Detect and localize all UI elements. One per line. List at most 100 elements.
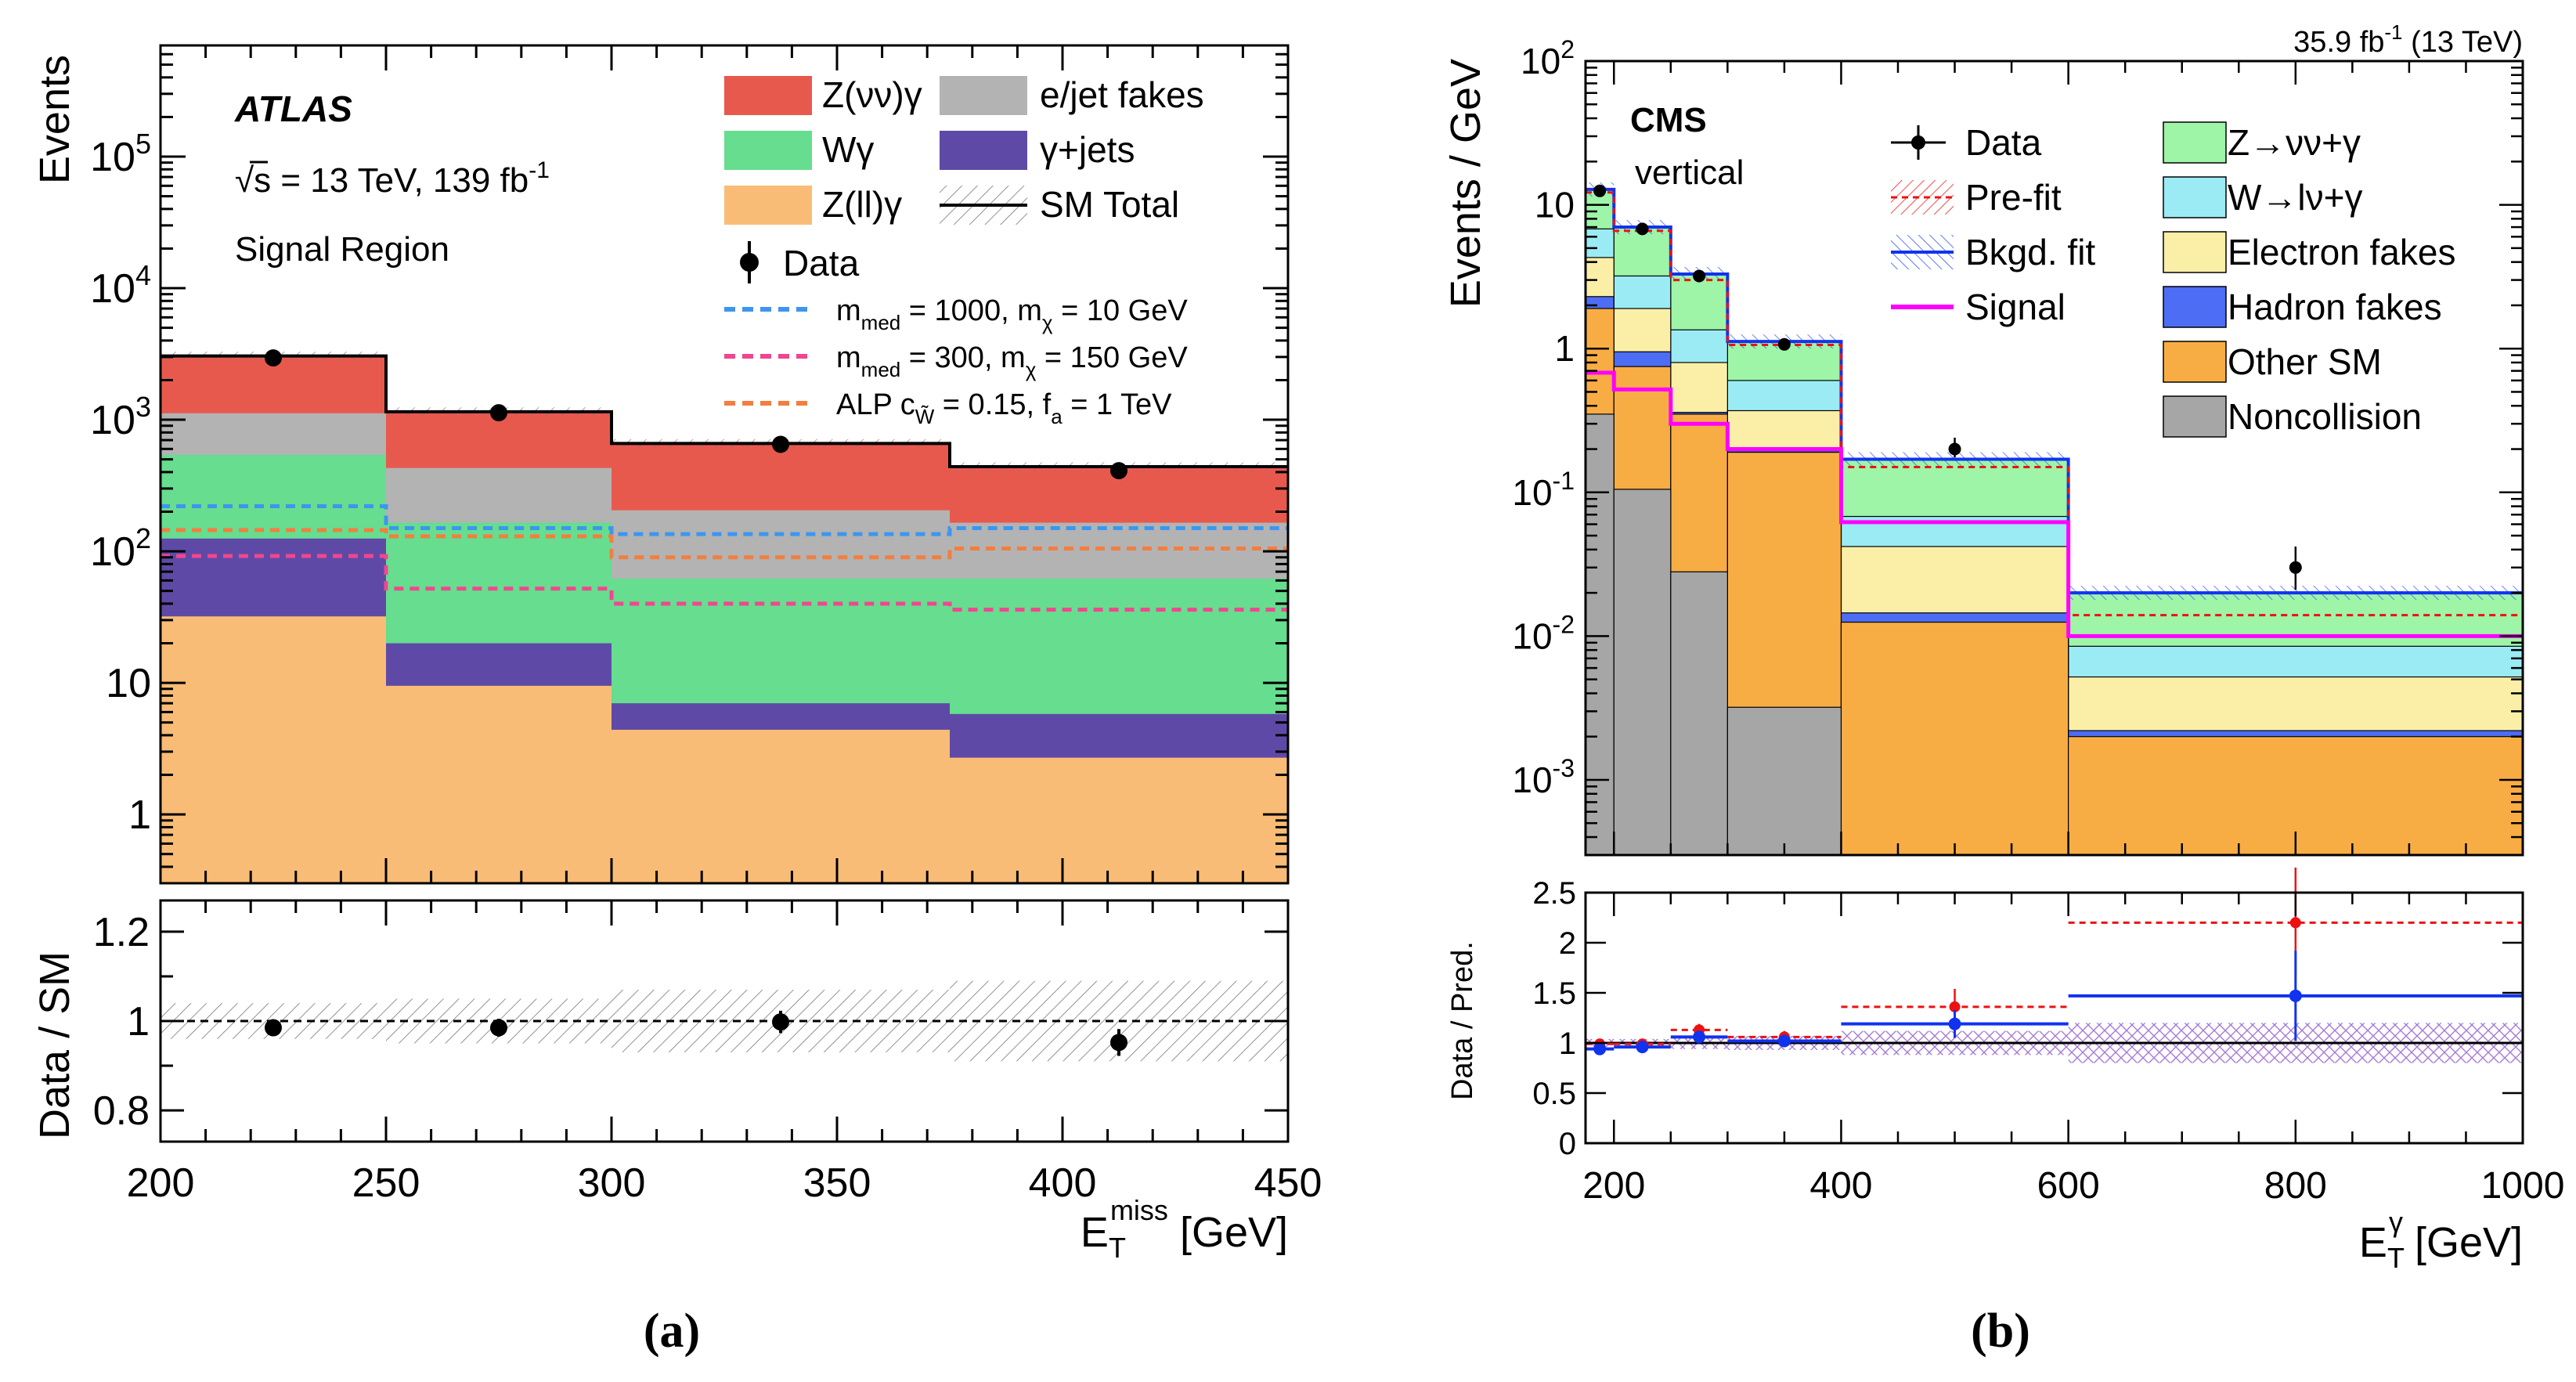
cms-data-point-0 — [1593, 184, 1607, 197]
atlas-legend-sig-label-0: mmed = 1000, mχ = 10 GeV — [836, 294, 1188, 334]
cms-bar-0-1 — [1613, 489, 1672, 856]
cms-ratio-ytick-label-4: 2 — [1559, 926, 1576, 961]
cms-ytick-label-2: 10-1 — [1512, 467, 1575, 513]
cms-xtick-label-2: 600 — [2037, 1165, 2100, 1207]
cms-main-plot — [1585, 182, 2524, 856]
atlas-ytick-label-0: 1 — [128, 792, 151, 838]
cms-legend-label-b0: Z→νν+γ — [2228, 122, 2361, 163]
atlas-xtick-label-5: 450 — [1254, 1160, 1322, 1206]
cms-lumi-text: 35.9 fb — [2293, 26, 2384, 59]
atlas-region-label: Signal Region — [235, 230, 449, 269]
cms-lumi-post: (13 TeV) — [2403, 26, 2523, 59]
atlas-bar-0-1 — [386, 685, 612, 883]
cms-legend-label-b4: Other SM — [2228, 341, 2382, 382]
atlas-legend-label-0: Z(νν)γ — [822, 74, 922, 115]
atlas-legend-data-label: Data — [783, 243, 860, 283]
panel-a-chart: 1 10 102 103 104 105 200 250 300 350 400 450 0.8 1 1.2… — [31, 44, 1322, 1264]
cms-ratio-ytick-label-2: 1 — [1559, 1027, 1576, 1061]
cms-signal-line — [1586, 370, 2523, 638]
svg-text:√s = 13 TeV, 139 fb-1: √s = 13 TeV, 139 fb-1 — [235, 157, 550, 200]
cms-ytick-label-1: 10-2 — [1512, 610, 1575, 656]
cms-legend-label-0: Data — [1965, 122, 2042, 163]
cms-legend-label-b5: Noncollision — [2228, 396, 2422, 437]
svg-text:ETmiss [GeV]: ETmiss [GeV] — [1081, 1194, 1288, 1264]
atlas-data-point-1 — [490, 404, 507, 422]
cms-xlabel-sup: γ — [2389, 1206, 2403, 1238]
atlas-ytick-label-4: 104 — [90, 259, 151, 312]
atlas-legend-label-b2: SM Total — [1040, 184, 1179, 225]
atlas-legend-swatch-2 — [724, 186, 812, 225]
atlas-bar-0-2 — [612, 730, 950, 883]
cms-xlabel-sub: T — [2387, 1242, 2405, 1274]
cms-legend-swatch-3 — [2163, 286, 2227, 328]
atlas-experiment-label: ATLAS — [234, 88, 352, 129]
cms-legend-prefit-hatch — [1891, 180, 1954, 215]
cms-xtick-label-0: 200 — [1582, 1165, 1645, 1207]
atlas-legend-data-marker — [740, 253, 759, 272]
cms-legend-label-3: Signal — [1965, 287, 2065, 327]
atlas-signal-line-0 — [161, 504, 1288, 536]
panel-b-caption: (b) — [1971, 1304, 2030, 1358]
cms-lumi-label: 35.9 fb-1 (13 TeV) — [2293, 20, 2523, 59]
cms-ytick-label-4: 10 — [1535, 185, 1575, 226]
atlas-legend-sig-label-2: ALP cW̃ = 0.15, fa = 1 TeV — [836, 388, 1172, 428]
panel-b-chart: 10-3 10-2 10-1 1 10 102 200 400 600 800 1000 0 0.5 1 1… — [1442, 20, 2564, 1274]
atlas-axes: 1 10 102 103 104 105 200 250 300 350 400 450 0.8 1 1.2 — [90, 44, 1322, 1206]
panel-a-caption: (a) — [644, 1304, 700, 1358]
atlas-ytick-label-3: 103 — [90, 391, 151, 443]
cms-bar-1-4 — [1840, 622, 2069, 856]
cms-bar-0-2 — [1670, 571, 1728, 856]
cms-legend-label-b1: W→lν+γ — [2228, 177, 2363, 218]
atlas-legend-swatch-0 — [724, 76, 812, 115]
cms-ratio-bkgfit-point-1 — [1636, 1041, 1649, 1054]
cms-xlabel-main: E — [2359, 1219, 2387, 1266]
cms-data-point-5 — [2289, 561, 2302, 574]
atlas-bar-0-0 — [161, 616, 386, 883]
cms-experiment-label: CMS — [1630, 101, 1707, 139]
cms-data-point-3 — [1777, 337, 1791, 351]
atlas-xtick-label-0: 200 — [127, 1160, 195, 1206]
atlas-xtick-label-4: 400 — [1029, 1160, 1097, 1206]
atlas-bar-0-3 — [950, 757, 1288, 883]
cms-ratio-ytick-label-1: 0.5 — [1532, 1077, 1576, 1111]
cms-data-point-4 — [1948, 442, 1961, 456]
cms-legend-label-b2: Electron fakes — [2228, 232, 2455, 272]
atlas-xlabel-main: E — [1081, 1209, 1109, 1256]
cms-legend-label-2: Bkgd. fit — [1965, 232, 2095, 272]
cms-ytick-label-5: 102 — [1521, 35, 1575, 81]
atlas-ytick-label-1: 10 — [106, 661, 151, 706]
cms-bar-0-3 — [1726, 706, 1842, 856]
cms-legend-swatch-1 — [2163, 176, 2227, 218]
atlas-xlabel-unit: [GeV] — [1168, 1209, 1288, 1256]
cms-ratio-bkgfit-point-0 — [1593, 1042, 1607, 1055]
atlas-ytick-label-2: 102 — [90, 522, 151, 575]
cms-ratio-bkgfit-point-5 — [2289, 989, 2302, 1002]
cms-xtick-label-4: 1000 — [2481, 1165, 2565, 1207]
atlas-data-point-2 — [772, 435, 789, 453]
cms-ratio-ytick-label-3: 1.5 — [1532, 976, 1576, 1011]
cms-legend-swatch-5 — [2163, 395, 2227, 438]
cms-legend-label-1: Pre-fit — [1965, 177, 2062, 218]
atlas-data-point-0 — [265, 349, 282, 367]
atlas-legend-label-b1: γ+jets — [1040, 129, 1135, 170]
atlas-xlabel-sub: T — [1109, 1232, 1126, 1264]
cms-lumi-sup: -1 — [2384, 20, 2402, 44]
cms-ratio-bkgfit-point-4 — [1948, 1017, 1961, 1030]
atlas-ratio-point-0 — [265, 1019, 282, 1037]
cms-ratio-prefit-point-4 — [1949, 1001, 1961, 1012]
atlas-energy-sup: -1 — [529, 157, 550, 183]
cms-legend-swatch-2 — [2163, 231, 2227, 273]
atlas-main-frame — [159, 44, 1290, 885]
atlas-xtick-label-1: 250 — [352, 1160, 420, 1206]
atlas-legend-swatch-b0 — [940, 76, 1027, 115]
cms-ytick-label-0: 10-3 — [1512, 754, 1575, 800]
cms-ratio-ytick-label-0: 0 — [1559, 1127, 1576, 1161]
atlas-signal-line-1 — [161, 554, 1288, 612]
svg-text:ETγ [GeV]: ETγ [GeV] — [2359, 1206, 2523, 1274]
cms-prefit-line — [1586, 191, 2523, 617]
atlas-legend-swatch-1 — [724, 131, 812, 170]
atlas-signal-line-2 — [161, 528, 1288, 560]
atlas-ratio-ytick-label-1: 1 — [127, 999, 150, 1045]
cms-ratio-prefit-point-5 — [2289, 917, 2301, 929]
